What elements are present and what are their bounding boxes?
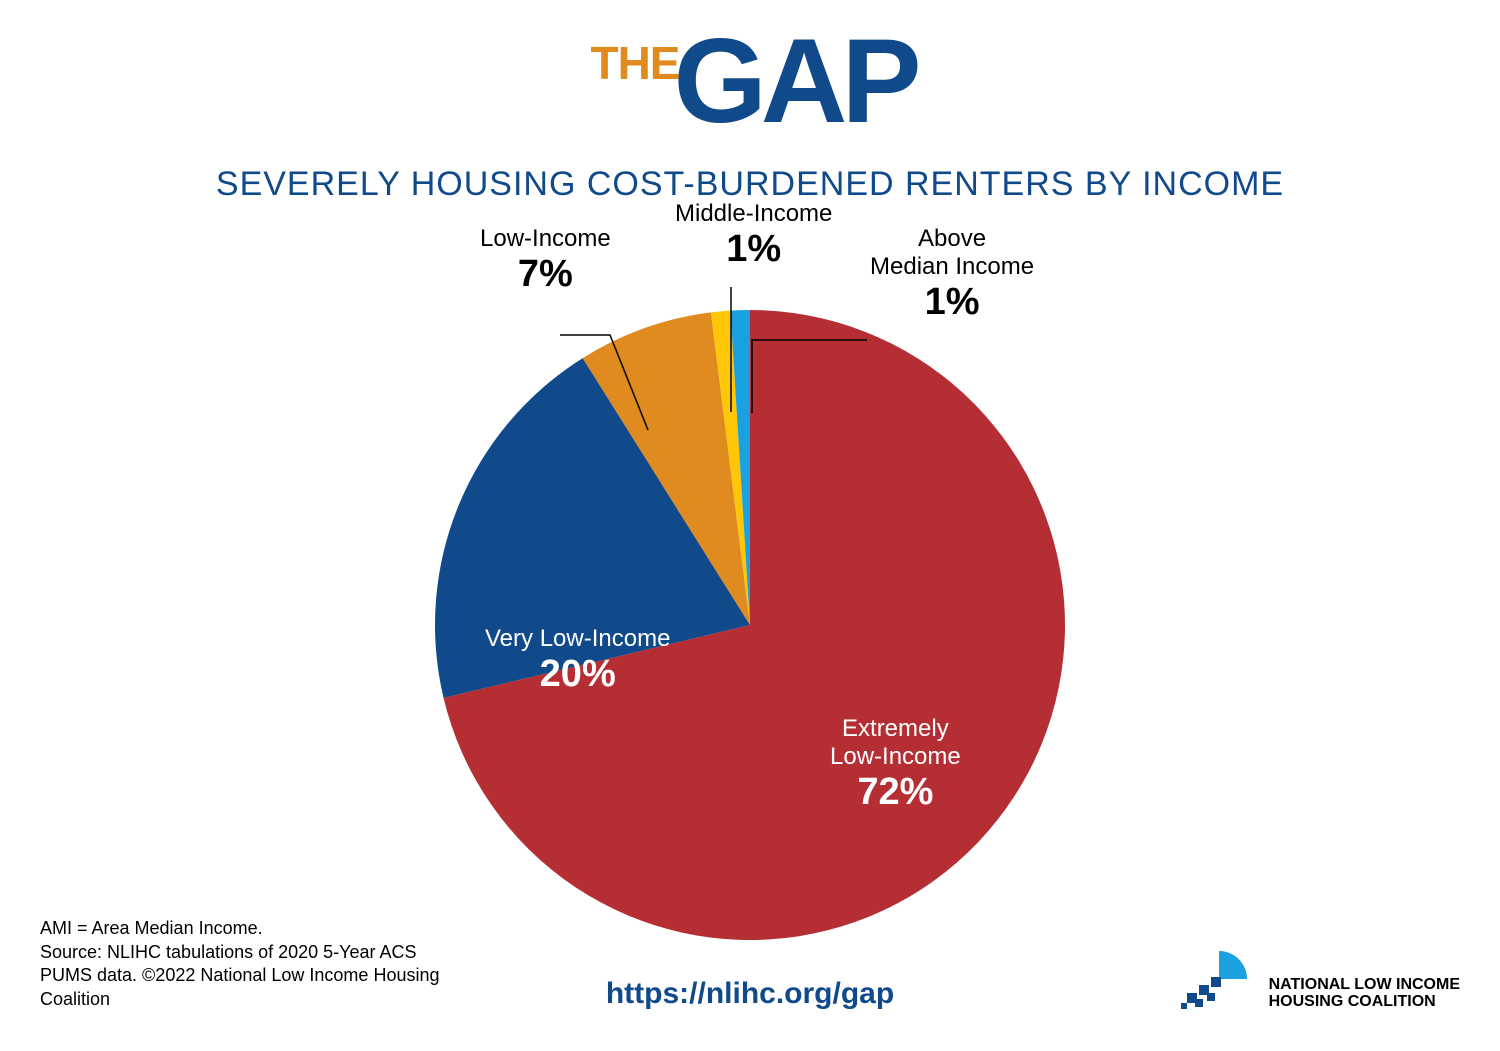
footer-source: Source: NLIHC tabulations of 2020 5-Year…: [40, 941, 460, 1011]
logo-gap: GAP: [673, 30, 915, 132]
slice-name: ExtremelyLow-Income: [830, 715, 961, 771]
chart-title: SEVERELY HOUSING COST-BURDENED RENTERS B…: [0, 165, 1500, 204]
nlihc-logo: NATIONAL LOW INCOME HOUSING COALITION: [1179, 941, 1460, 1011]
slice-pct: 20%: [485, 653, 670, 696]
slice-pct: 72%: [830, 771, 961, 814]
slice-name: Low-Income: [480, 225, 611, 253]
footer-note: AMI = Area Median Income. Source: NLIHC …: [40, 917, 460, 1011]
footer-ami: AMI = Area Median Income.: [40, 917, 460, 940]
logo-the: THE: [590, 36, 679, 90]
footer-url[interactable]: https://nlihc.org/gap: [606, 977, 894, 1011]
slice-label: Low-Income7%: [480, 225, 611, 296]
slice-name: Very Low-Income: [485, 625, 670, 653]
slice-label: Middle-Income1%: [675, 200, 832, 271]
slice-label: AboveMedian Income1%: [870, 225, 1034, 324]
pie-chart: ExtremelyLow-Income72% Very Low-Income20%…: [0, 205, 1500, 965]
slice-label: Very Low-Income20%: [485, 625, 670, 696]
nlihc-text: NATIONAL LOW INCOME HOUSING COALITION: [1269, 976, 1460, 1011]
slice-pct: 1%: [675, 228, 832, 271]
logo: THEGAP: [0, 30, 1500, 132]
slice-pct: 7%: [480, 253, 611, 296]
nlihc-icon: [1179, 941, 1259, 1011]
slice-name: Middle-Income: [675, 200, 832, 228]
slice-pct: 1%: [870, 281, 1034, 324]
nlihc-line1: NATIONAL LOW INCOME: [1269, 976, 1460, 994]
slice-name: AboveMedian Income: [870, 225, 1034, 281]
nlihc-line2: HOUSING COALITION: [1269, 993, 1460, 1011]
slice-label: ExtremelyLow-Income72%: [830, 715, 961, 814]
